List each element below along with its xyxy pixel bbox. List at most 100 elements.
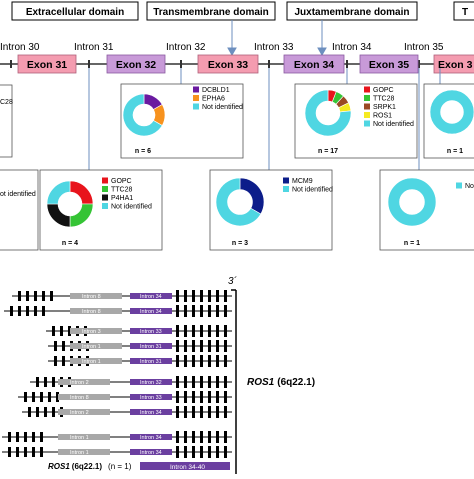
exon-label-34: Exon 34 (294, 59, 334, 71)
track-purple-label: Intron 32 (140, 380, 162, 386)
track-purple-intron (130, 449, 172, 455)
track-exon (8, 447, 11, 457)
track-purple-label: Intron 34 (140, 435, 162, 441)
intron-label-35: Intron 35 (404, 42, 444, 53)
donut-slice-intron34-not-identified (304, 89, 352, 137)
track-exon (192, 305, 195, 317)
track-exon (216, 406, 219, 418)
track-grey-label: Intron 2 (70, 410, 89, 416)
track-exon (62, 341, 65, 351)
n-label-intron33: n = 3 (232, 240, 248, 247)
track-exon (224, 305, 227, 317)
exon-35 (359, 54, 419, 74)
track-exon (208, 305, 211, 317)
track-exon (54, 356, 57, 366)
track-grey-intron (70, 293, 122, 299)
track-exon (184, 305, 187, 317)
track-exon (34, 306, 37, 316)
track-exon (16, 447, 19, 457)
track-exon (200, 391, 203, 403)
track-purple-label: Intron 34 (140, 294, 162, 300)
track-exon (176, 305, 179, 317)
legend-swatch-intron31-2 (102, 194, 108, 201)
track-exon (26, 291, 29, 301)
donut-slice-intron33-not-identified (215, 177, 262, 227)
track-grey-label: Intron 8 (70, 395, 89, 401)
legend-swatch-intron35-0 (456, 182, 462, 189)
legend-label-intron32-0: DCBLD1 (202, 87, 230, 94)
track-exon (200, 305, 203, 317)
domain-label-juxtamembrane: Juxtamembrane domain (294, 7, 409, 18)
track-exon (48, 392, 51, 402)
track-exon (176, 406, 179, 418)
intron-label-33: Intron 33 (254, 42, 294, 53)
track-exon (200, 325, 203, 337)
track-purple-label: Intron 33 (140, 395, 162, 401)
track-exon (192, 340, 195, 352)
track-purple-intron (130, 379, 172, 385)
track-exon (208, 290, 211, 302)
intron-label-31: Intron 31 (74, 42, 114, 53)
track-exon (224, 406, 227, 418)
track-exon (216, 391, 219, 403)
legend-swatch-intron31-1 (102, 186, 108, 192)
track-grey-label: Intron 8 (82, 294, 101, 300)
track-grey-intron (58, 379, 110, 385)
track-exon (36, 377, 39, 387)
track-purple-intron (130, 394, 172, 400)
track-exon (216, 340, 219, 352)
donut-slice-intron35-not-identified (387, 177, 437, 227)
track-purple-label: Intron 34 (140, 410, 162, 416)
track-grey-label: Intron 1 (70, 435, 89, 441)
track-purple-intron (130, 434, 172, 440)
track-purple-label: Intron 31 (140, 344, 162, 350)
track-exon (224, 355, 227, 367)
track-exon (200, 376, 203, 388)
track-exon (184, 406, 187, 418)
track-exon (200, 355, 203, 367)
track-exon (216, 355, 219, 367)
n-label-intron35: n = 1 (404, 240, 420, 247)
intron-label-34: Intron 34 (332, 42, 372, 53)
exon-label-31: Exon 31 (27, 59, 67, 71)
donut-slice-intron31-not-identified (46, 180, 71, 205)
track-exon (216, 290, 219, 302)
partial-legend-bottom: ot identified (0, 191, 36, 198)
legend-swatch-intron32-0 (193, 86, 199, 93)
track-exon (50, 291, 53, 301)
domain-label-partial: T (462, 7, 468, 18)
track-exon (44, 377, 47, 387)
track-exon (24, 447, 27, 457)
track-grey-label: Intron 1 (82, 344, 101, 350)
legend-swatch-intron31-3 (102, 203, 108, 209)
track-exon (52, 326, 55, 336)
legend-swatch-intron34-1 (364, 95, 370, 101)
domain-box-juxtamembrane (286, 1, 418, 21)
legend-label-intron31-1: TTC28 (111, 187, 133, 194)
track-grey-intron (58, 434, 110, 440)
domain-arrows (227, 20, 327, 57)
track-exon (42, 291, 45, 301)
legend-label-intron34-1: TTC28 (373, 96, 395, 103)
track-exon (52, 377, 55, 387)
legend-swatch-intron34-2 (364, 103, 370, 110)
track-exon (184, 376, 187, 388)
track-exon (216, 305, 219, 317)
track-exon (192, 446, 195, 458)
track-exon (184, 446, 187, 458)
track-exon (184, 340, 187, 352)
donut-slice-intron35b-not-identified (429, 89, 474, 135)
track-exon (192, 325, 195, 337)
donut-slice-intron32-not-identified (122, 93, 163, 137)
exon-label-33: Exon 33 (208, 59, 248, 71)
track-exon (200, 406, 203, 418)
track-grey-intron (58, 449, 110, 455)
track-grey-label: Intron 1 (70, 450, 89, 456)
track-exon (176, 431, 179, 443)
bottom-intron-bar (140, 462, 230, 470)
track-exon (216, 431, 219, 443)
track-exon (208, 446, 211, 458)
track-exon (60, 326, 63, 336)
